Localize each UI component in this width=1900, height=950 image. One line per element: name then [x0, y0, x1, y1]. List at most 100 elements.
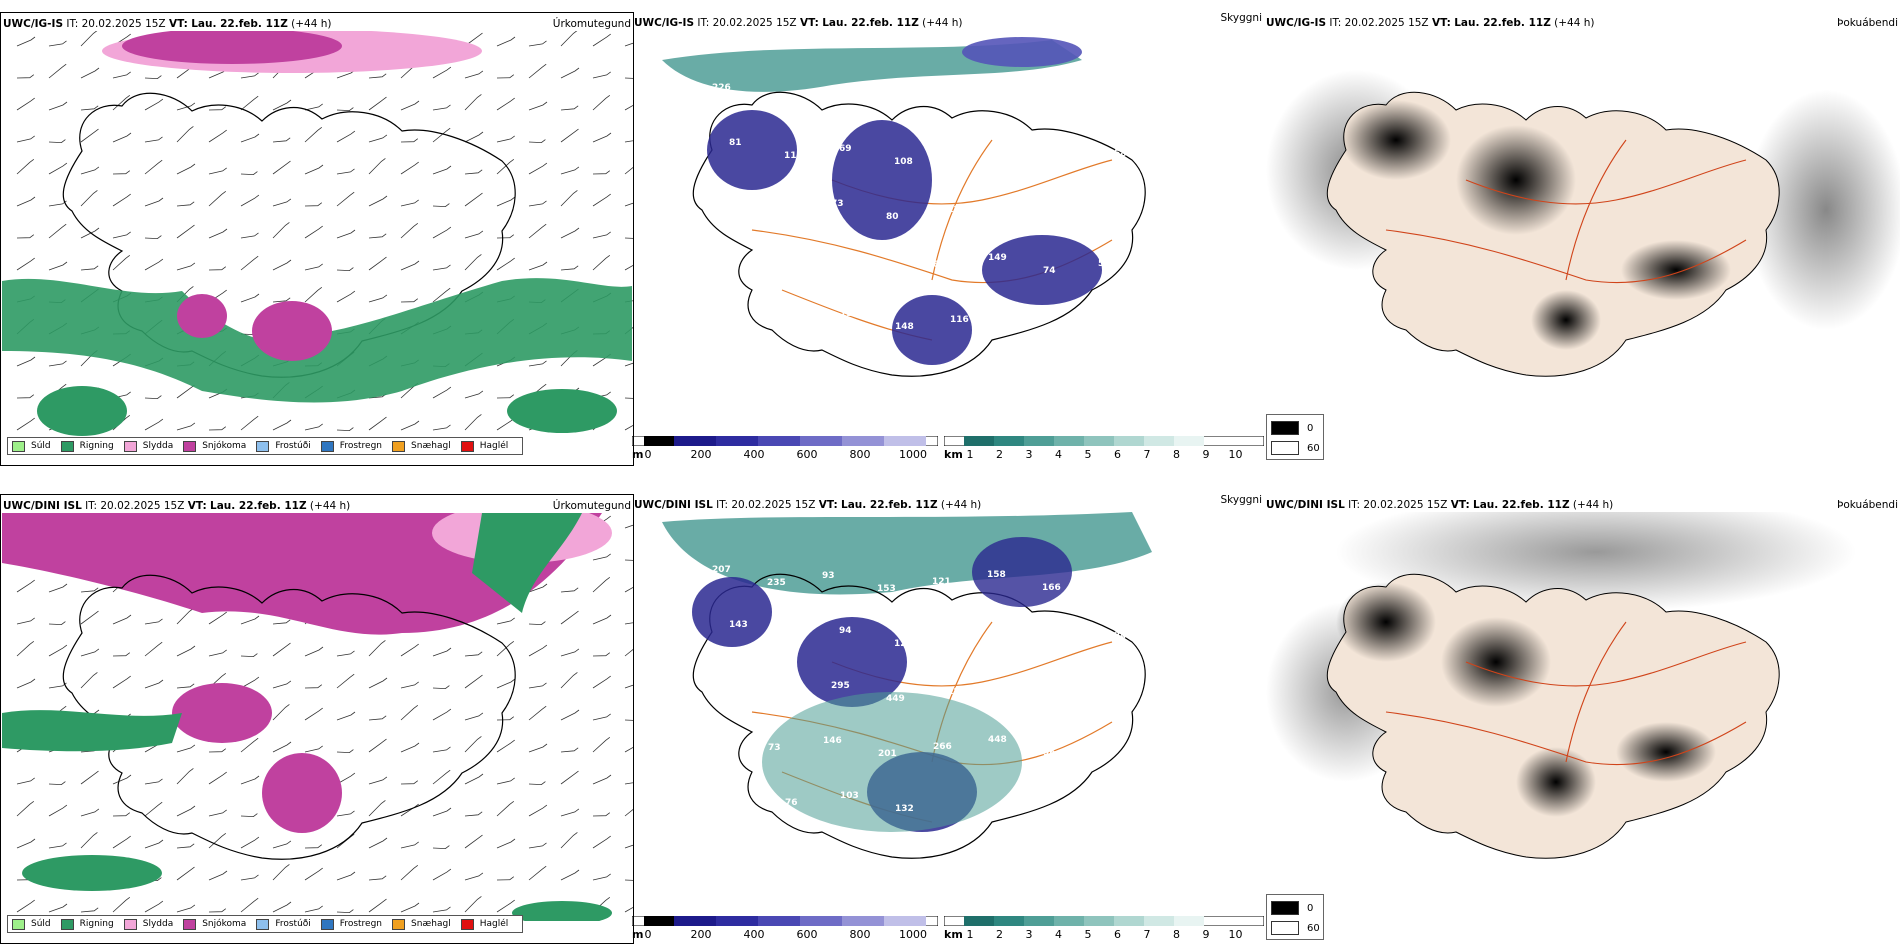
- ceiling-value-label: 140: [949, 632, 968, 642]
- wind-barb: [400, 199, 419, 207]
- wind-barb: [432, 845, 450, 850]
- wind-barb: [624, 586, 633, 593]
- wind-barb: [48, 162, 68, 175]
- ceiling-value-label: 102: [776, 206, 795, 216]
- ceiling-value-label: 120: [894, 639, 913, 649]
- wind-barb: [48, 804, 68, 817]
- wind-barb: [208, 426, 227, 431]
- wind-barb: [272, 160, 291, 175]
- colorbar-tick-label: 4: [1055, 928, 1062, 941]
- wind-barb: [432, 386, 452, 399]
- wind-barb: [240, 194, 260, 207]
- wind-barb: [208, 649, 227, 657]
- wind-barb: [432, 264, 451, 271]
- ceiling-value-label: 140: [1097, 576, 1116, 586]
- wind-barb: [80, 128, 99, 143]
- wind-barb: [336, 772, 356, 785]
- wind-barb: [16, 234, 35, 239]
- ceiling-value-label: 76: [785, 798, 798, 808]
- wind-barb: [624, 140, 633, 143]
- wind-barb: [208, 167, 227, 175]
- iceland-land: [1326, 573, 1780, 859]
- wind-barb: [592, 614, 612, 625]
- wind-barb: [304, 202, 323, 207]
- vt-label: VT:: [818, 499, 838, 511]
- legend-swatch: [123, 440, 137, 452]
- ceiling-value-label: 120: [1098, 741, 1117, 751]
- colorbar-tick-label: 4: [1055, 448, 1062, 461]
- wind-barb: [304, 684, 323, 689]
- wind-barb: [464, 230, 484, 239]
- wind-barb: [48, 261, 68, 271]
- wind-barb: [464, 674, 483, 689]
- legend-label: Rigning: [79, 919, 114, 929]
- wind-barb: [400, 803, 419, 817]
- wind-barb: [112, 193, 131, 207]
- wind-barb: [400, 222, 419, 239]
- wind-barb: [336, 229, 356, 239]
- wind-barb: [400, 742, 420, 753]
- ceiling-value-label: 102: [823, 254, 842, 264]
- low-ceiling-north-sea: [962, 37, 1082, 67]
- wind-barb: [400, 704, 419, 721]
- wind-barb: [240, 95, 259, 111]
- black-swatch: [1271, 901, 1299, 915]
- wind-barb: [336, 650, 355, 657]
- row-2-cloud-panel: UWC/DINI ISL IT: 20.02.2025 15Z VT: Lau.…: [1264, 494, 1900, 942]
- wind-barb: [16, 678, 36, 689]
- wind-barb: [432, 226, 452, 239]
- ceiling-value-label: 103: [840, 791, 859, 801]
- model-name: UWC/IG-IS: [3, 18, 64, 30]
- wind-barb: [528, 162, 548, 175]
- wind-barb: [336, 749, 354, 754]
- vt-value: Lau. 22.feb. 11Z: [841, 499, 938, 511]
- wind-barb: [368, 837, 388, 849]
- wind-barb: [464, 773, 484, 785]
- wind-barb: [112, 896, 131, 913]
- wind-barb: [48, 360, 67, 367]
- wind-barb: [80, 770, 99, 785]
- snow-area-north: [122, 31, 342, 64]
- vt-value: Lau. 22.feb. 11Z: [822, 17, 919, 29]
- lead-time: (+44 h): [922, 17, 963, 29]
- wind-barb: [368, 677, 388, 689]
- row-2-visibility-colorbar: km 1 2 3 4 5 6 7 8 9 10: [944, 916, 1264, 944]
- wind-barb: [400, 260, 420, 271]
- wind-barb: [176, 744, 196, 753]
- wind-barb: [144, 197, 164, 207]
- model-name: UWC/DINI ISL: [634, 499, 713, 511]
- wind-barb: [240, 836, 260, 849]
- panel-title: Þokuábendi: [1837, 17, 1898, 29]
- wind-barb: [48, 842, 67, 849]
- legend-item: Súld: [12, 918, 51, 930]
- it-value: 20.02.2025 15Z: [1363, 499, 1448, 511]
- ceiling-value-label: 74: [1004, 143, 1017, 153]
- wind-barb: [496, 74, 515, 79]
- wind-barb: [528, 200, 547, 207]
- wind-barb: [144, 136, 163, 143]
- wind-barb: [592, 553, 611, 561]
- wind-barb: [80, 190, 98, 207]
- ceiling-value-label: 119: [1051, 693, 1070, 703]
- wind-barb: [304, 745, 323, 753]
- wind-barb: [432, 424, 451, 431]
- row-1-visibility-panel: UWC/IG-IS IT: 20.02.2025 15Z VT: Lau. 22…: [632, 12, 1264, 464]
- colorbar-tick-label: 0: [644, 448, 652, 461]
- colorbar-tick-label: 600: [796, 448, 818, 461]
- wind-barb: [272, 259, 292, 271]
- colorbar-tick-label: 200: [690, 448, 712, 461]
- wind-barb: [48, 644, 68, 657]
- legend-swatch: [392, 918, 406, 930]
- wind-barb: [560, 648, 580, 657]
- wind-barb: [176, 201, 195, 207]
- lead-time: (+44 h): [291, 18, 332, 30]
- wind-barb: [464, 736, 482, 753]
- wind-barb: [240, 775, 260, 785]
- wind-barb: [112, 835, 131, 849]
- wind-barb: [624, 844, 633, 849]
- wind-barb: [624, 648, 633, 657]
- ceiling-value-label: 92: [730, 785, 743, 795]
- ceiling-value-label: 13: [996, 198, 1009, 208]
- legend-label: Haglél: [479, 919, 509, 929]
- cloud-dark-nw: [1336, 582, 1436, 662]
